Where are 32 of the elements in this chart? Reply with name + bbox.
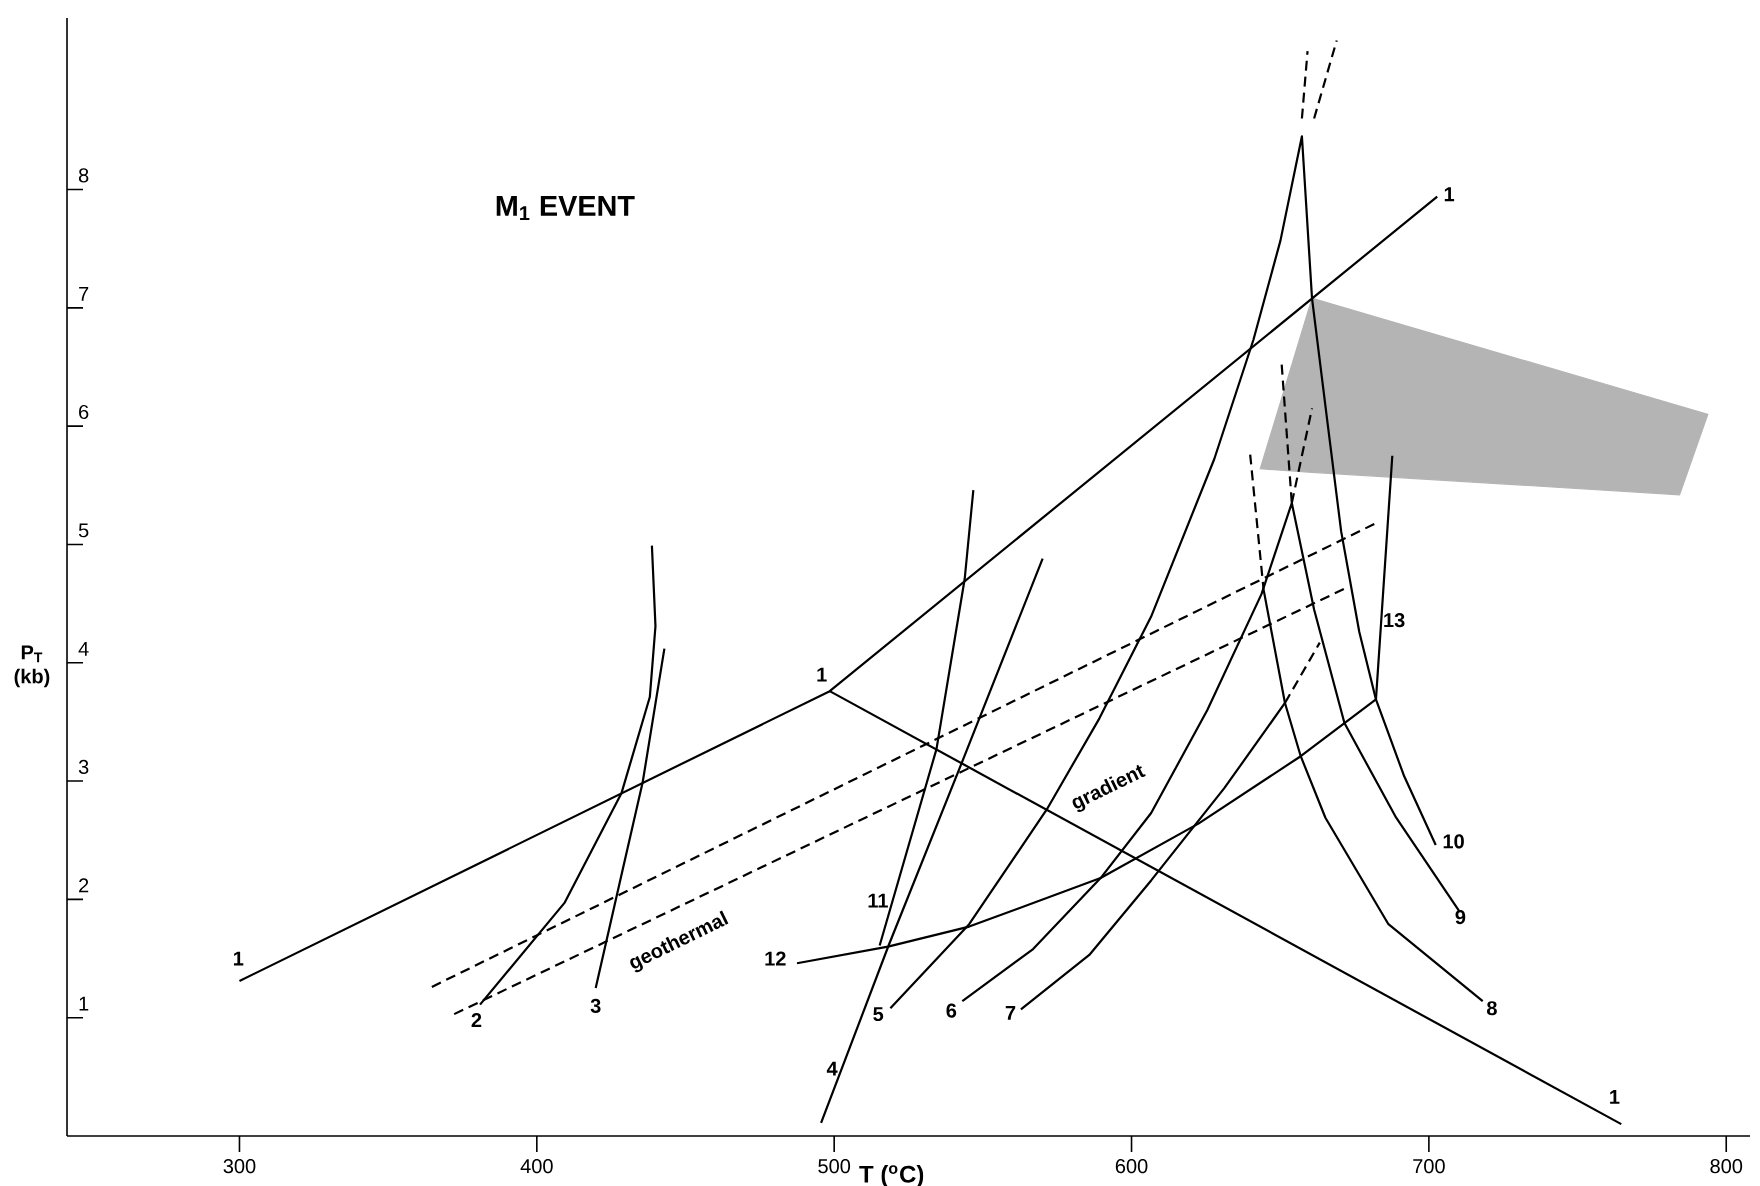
y-tick-label: 8	[78, 168, 89, 183]
y-tick-label: 6	[79, 404, 89, 420]
annotation: 3	[590, 998, 601, 1013]
x-tick-label: 700	[1413, 1159, 1445, 1174]
annotation: 8	[1486, 1001, 1497, 1016]
y-tick-label: 7	[79, 286, 89, 301]
annotation: 5	[873, 1007, 884, 1022]
annotation: 1	[817, 667, 827, 682]
annotation: 4	[826, 1061, 838, 1076]
y-tick-label: 3	[78, 759, 89, 774]
y-tick-label: 4	[78, 641, 89, 656]
annotation: 12	[765, 951, 786, 966]
x-tick-label: 500	[818, 1159, 851, 1174]
annotation: 13	[1384, 613, 1405, 628]
y-tick-label: 5	[78, 523, 89, 538]
x-tick-label: 400	[520, 1159, 553, 1174]
annotation: 2	[471, 1013, 482, 1028]
x-tick-label: 300	[223, 1159, 256, 1174]
annotation: 10	[1443, 834, 1464, 849]
annotation: 6	[946, 1003, 957, 1018]
y-axis-title: P$_{T}$ (kb)	[14, 645, 50, 688]
annotation: 9	[1455, 910, 1466, 925]
y-tick-label: 2	[79, 878, 89, 893]
annotation: 7	[1005, 1006, 1016, 1020]
x-tick-label: 800	[1710, 1159, 1743, 1174]
text: M$_{1}$ EVENT	[496, 195, 635, 221]
annotation: 1	[1444, 187, 1455, 202]
y-tick-label: 1	[79, 996, 89, 1011]
annotation: 1	[1610, 1090, 1620, 1104]
x-tick-label: 600	[1115, 1159, 1148, 1174]
annotation: 1	[233, 951, 244, 966]
annotation: 11	[868, 893, 888, 908]
